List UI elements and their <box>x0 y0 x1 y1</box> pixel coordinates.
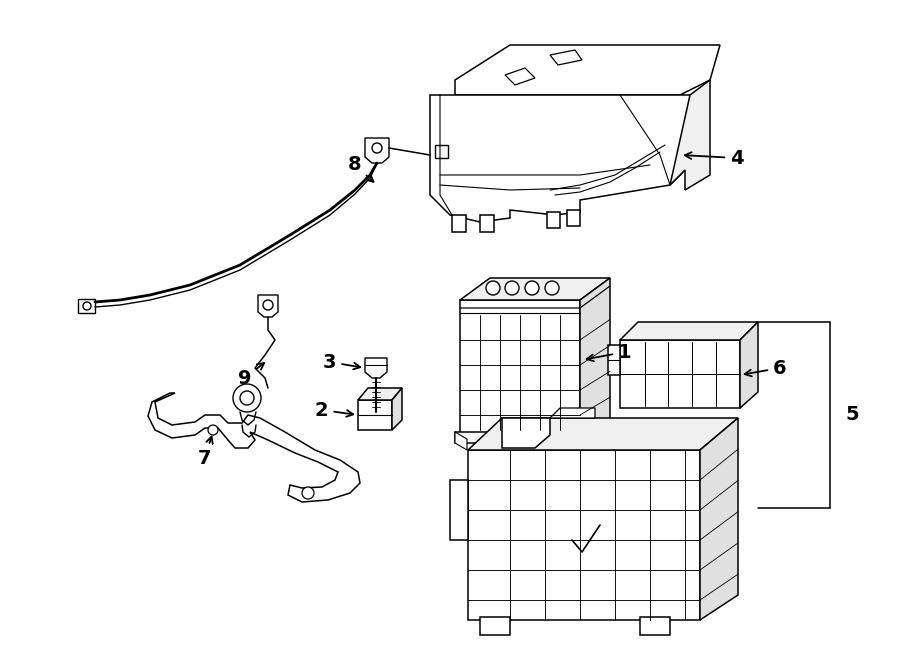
Polygon shape <box>480 617 510 635</box>
Circle shape <box>263 300 273 310</box>
Polygon shape <box>468 450 700 620</box>
Polygon shape <box>392 388 402 430</box>
Text: 6: 6 <box>744 358 787 377</box>
Polygon shape <box>365 358 387 378</box>
Text: 4: 4 <box>685 149 743 167</box>
Polygon shape <box>620 340 740 408</box>
Polygon shape <box>148 393 360 502</box>
Polygon shape <box>455 432 585 443</box>
Circle shape <box>505 281 519 295</box>
Polygon shape <box>480 215 494 232</box>
Polygon shape <box>430 95 690 222</box>
Polygon shape <box>468 418 738 450</box>
Polygon shape <box>258 295 278 317</box>
Polygon shape <box>358 400 392 430</box>
Circle shape <box>240 391 254 405</box>
Polygon shape <box>547 212 560 228</box>
Circle shape <box>302 487 314 499</box>
Circle shape <box>208 425 218 435</box>
Polygon shape <box>740 322 758 408</box>
Text: 5: 5 <box>845 405 859 424</box>
Circle shape <box>545 281 559 295</box>
Polygon shape <box>452 215 466 232</box>
Circle shape <box>83 302 91 310</box>
Polygon shape <box>608 345 620 375</box>
Polygon shape <box>550 50 582 65</box>
Circle shape <box>486 281 500 295</box>
Text: 2: 2 <box>315 401 353 420</box>
Polygon shape <box>365 138 389 163</box>
Circle shape <box>233 384 261 412</box>
Circle shape <box>525 281 539 295</box>
Text: 1: 1 <box>587 342 632 362</box>
Polygon shape <box>505 68 535 85</box>
Polygon shape <box>460 300 580 435</box>
Polygon shape <box>460 278 610 300</box>
Circle shape <box>372 143 382 153</box>
Polygon shape <box>450 480 468 540</box>
Text: 9: 9 <box>238 363 265 387</box>
Polygon shape <box>700 418 738 620</box>
Polygon shape <box>550 408 595 418</box>
Polygon shape <box>502 418 550 448</box>
Text: 7: 7 <box>198 436 212 467</box>
Polygon shape <box>455 432 467 450</box>
Polygon shape <box>580 278 610 435</box>
Polygon shape <box>567 210 580 226</box>
Polygon shape <box>435 145 448 158</box>
Polygon shape <box>640 617 670 635</box>
Polygon shape <box>620 322 758 340</box>
Text: 8: 8 <box>348 155 374 182</box>
Polygon shape <box>358 388 402 400</box>
Polygon shape <box>670 80 710 190</box>
Polygon shape <box>455 45 720 95</box>
Polygon shape <box>78 299 95 313</box>
Text: 3: 3 <box>323 352 360 371</box>
